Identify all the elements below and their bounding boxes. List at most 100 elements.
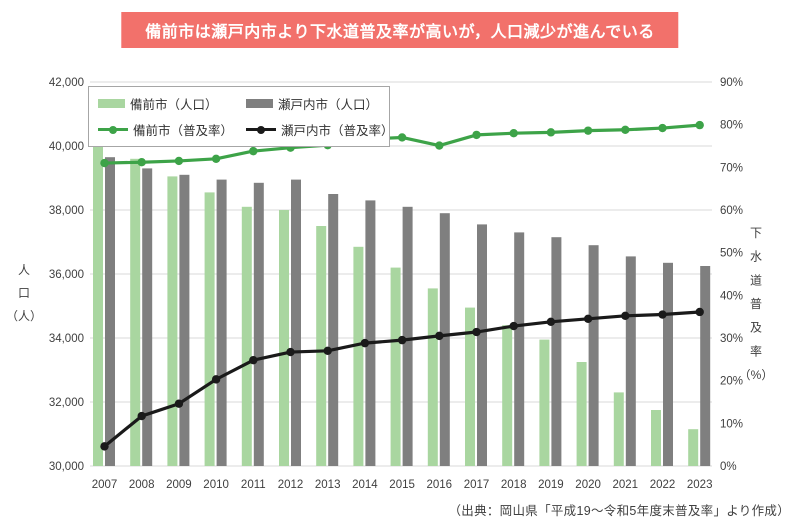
chart-legend: 備前市（人口） 瀬戸内市（人口） 備前市（普及率） 瀬戸内市（普及率） bbox=[88, 86, 394, 147]
marker-setouchi-rate-2022 bbox=[658, 310, 667, 319]
x-axis-tick: 2011 bbox=[241, 479, 266, 491]
y-axis-right-tick: 40% bbox=[720, 290, 743, 302]
marker-setouchi-rate-2012 bbox=[286, 347, 295, 357]
y-axis-left-title: 口 bbox=[18, 286, 30, 300]
marker-bizen-rate-2009 bbox=[174, 156, 184, 166]
bar-bizen-population-2010 bbox=[204, 192, 215, 466]
bar-bizen-population-2013 bbox=[316, 226, 327, 466]
x-axis-tick: 2015 bbox=[389, 479, 415, 491]
chart-title-text: 備前市は瀬戸内市より下水道普及率が高いが，人口減少が進んでいる bbox=[145, 24, 655, 41]
marker-bizen-rate-2019 bbox=[546, 128, 556, 137]
y-axis-left-title: （人） bbox=[6, 309, 42, 323]
y-axis-right-tick: 80% bbox=[720, 120, 743, 132]
x-axis-tick: 2017 bbox=[464, 479, 490, 491]
bar-setouchi-population-2007 bbox=[105, 157, 115, 466]
bar-bizen-population-2022 bbox=[651, 410, 661, 466]
bar-setouchi-population-2022 bbox=[663, 262, 673, 466]
x-axis-tick: 2008 bbox=[129, 479, 155, 491]
y-axis-right-tick: 30% bbox=[720, 333, 743, 345]
legend-item-setouchi-rate: 瀬戸内市（普及率） bbox=[246, 120, 394, 139]
legend-swatch-bizen-population bbox=[98, 99, 125, 108]
bar-bizen-population-2007 bbox=[93, 141, 103, 466]
y-axis-right-tick: 10% bbox=[720, 418, 743, 430]
y-axis-left-tick: 42,000 bbox=[49, 77, 84, 89]
legend-label-bizen-population: 備前市（人口） bbox=[130, 98, 218, 112]
bar-bizen-population-2020 bbox=[576, 362, 587, 466]
bar-setouchi-population-2011 bbox=[253, 182, 264, 467]
marker-bizen-rate-2023 bbox=[695, 120, 704, 130]
y-axis-right-tick: 0% bbox=[720, 461, 737, 473]
bar-setouchi-population-2014 bbox=[365, 200, 376, 466]
source-note: （出典：岡山県「平成19～令和5年度末普及率」より作成） bbox=[448, 504, 790, 518]
y-axis-right-title: 下 bbox=[750, 226, 762, 240]
marker-setouchi-rate-2020 bbox=[583, 314, 593, 323]
x-axis-tick: 2009 bbox=[166, 479, 192, 491]
x-axis-tick: 2016 bbox=[427, 479, 453, 491]
x-axis-tick: 2021 bbox=[613, 479, 639, 491]
marker-bizen-rate-2021 bbox=[621, 125, 630, 134]
bar-bizen-population-2021 bbox=[613, 392, 624, 466]
legend-swatch-setouchi-rate bbox=[246, 125, 276, 134]
x-axis-tick: 2014 bbox=[352, 479, 378, 491]
bar-setouchi-population-2010 bbox=[216, 179, 227, 466]
x-axis-tick: 2007 bbox=[92, 479, 118, 491]
x-axis-tick: 2013 bbox=[315, 479, 341, 491]
y-axis-right-tick: 90% bbox=[720, 77, 743, 89]
y-axis-right-title: 及 bbox=[750, 321, 762, 335]
marker-bizen-rate-2010 bbox=[211, 154, 221, 163]
legend-item-bizen-population: 備前市（人口） bbox=[98, 94, 246, 113]
y-axis-left-tick: 34,000 bbox=[49, 333, 84, 345]
marker-setouchi-rate-2007 bbox=[100, 442, 109, 451]
x-axis-tick: 2010 bbox=[203, 479, 229, 491]
marker-setouchi-rate-2010 bbox=[211, 375, 221, 384]
legend-item-setouchi-population: 瀬戸内市（人口） bbox=[246, 94, 394, 113]
bar-setouchi-population-2013 bbox=[328, 194, 339, 466]
marker-setouchi-rate-2014 bbox=[360, 338, 370, 348]
legend-item-bizen-rate: 備前市（普及率） bbox=[98, 120, 246, 139]
bar-setouchi-population-2008 bbox=[142, 168, 153, 466]
marker-bizen-rate-2008 bbox=[137, 158, 146, 167]
chart-title-banner: 備前市は瀬戸内市より下水道普及率が高いが，人口減少が進んでいる bbox=[121, 12, 679, 48]
bar-setouchi-population-2020 bbox=[588, 245, 599, 466]
y-axis-right-title: 道 bbox=[750, 273, 762, 287]
y-axis-right-title: （%） bbox=[739, 368, 774, 382]
bar-setouchi-population-2015 bbox=[402, 206, 413, 467]
y-axis-right-tick: 60% bbox=[720, 205, 743, 217]
bar-bizen-population-2023 bbox=[688, 429, 699, 466]
x-axis-tick: 2022 bbox=[650, 479, 676, 491]
bar-setouchi-population-2012 bbox=[291, 179, 301, 466]
bar-setouchi-population-2017 bbox=[477, 224, 487, 466]
legend-swatch-setouchi-population bbox=[246, 99, 273, 108]
marker-bizen-rate-2022 bbox=[658, 123, 667, 133]
x-axis-tick: 2018 bbox=[501, 479, 527, 491]
marker-setouchi-rate-2015 bbox=[397, 335, 407, 345]
y-axis-left-tick: 36,000 bbox=[49, 269, 84, 281]
y-axis-right-title: 率 bbox=[750, 343, 762, 358]
bar-bizen-population-2014 bbox=[353, 246, 364, 466]
bar-bizen-population-2011 bbox=[241, 206, 252, 467]
marker-setouchi-rate-2011 bbox=[249, 355, 258, 365]
bar-bizen-population-2017 bbox=[465, 307, 475, 466]
bar-bizen-population-2018 bbox=[502, 325, 513, 466]
y-axis-right-tick: 20% bbox=[720, 376, 743, 388]
y-axis-left-title: 人 bbox=[18, 263, 30, 277]
bar-bizen-population-2008 bbox=[130, 158, 141, 467]
marker-bizen-rate-2011 bbox=[249, 146, 258, 156]
x-axis-tick: 2012 bbox=[278, 479, 304, 491]
marker-setouchi-rate-2008 bbox=[137, 411, 146, 421]
marker-bizen-rate-2015 bbox=[397, 133, 407, 142]
marker-bizen-rate-2016 bbox=[435, 141, 444, 150]
bar-setouchi-population-2009 bbox=[179, 174, 190, 467]
bar-bizen-population-2019 bbox=[539, 339, 550, 466]
bar-setouchi-population-2016 bbox=[439, 213, 450, 466]
y-axis-right-title: 普 bbox=[750, 297, 762, 311]
marker-setouchi-rate-2021 bbox=[621, 311, 630, 321]
marker-bizen-rate-2007 bbox=[100, 158, 109, 168]
y-axis-left-tick: 32,000 bbox=[49, 397, 84, 409]
bar-setouchi-population-2018 bbox=[514, 232, 525, 466]
marker-setouchi-rate-2013 bbox=[323, 346, 332, 355]
marker-bizen-rate-2018 bbox=[509, 129, 518, 138]
marker-bizen-rate-2020 bbox=[583, 126, 593, 135]
